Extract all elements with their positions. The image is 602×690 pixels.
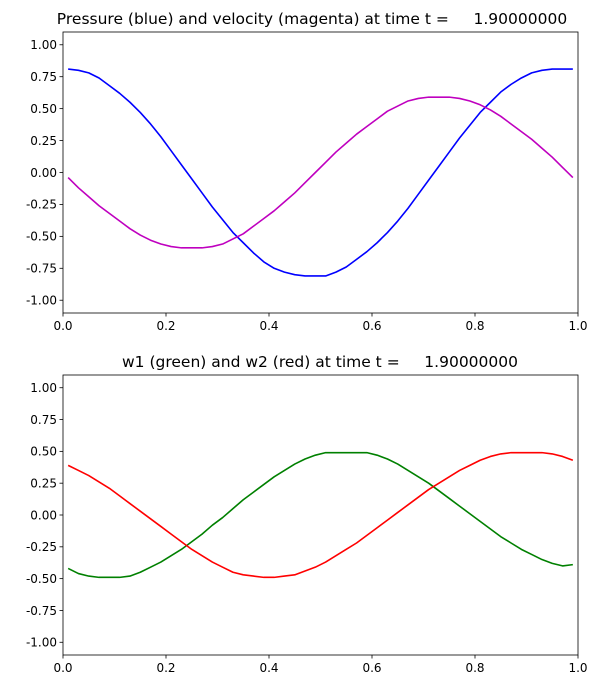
y-tick-label: -0.50 (26, 230, 57, 244)
x-tick-label: 0.0 (53, 661, 72, 675)
x-tick-label: 0.4 (259, 319, 278, 333)
y-tick-label: -1.00 (26, 294, 57, 308)
series-line-1 (67, 96, 574, 249)
y-tick-label: -0.75 (26, 604, 57, 618)
y-tick-label: 0.75 (30, 413, 57, 427)
x-tick-label: 0.8 (465, 661, 484, 675)
plot-frame (62, 374, 579, 656)
series-lines (67, 68, 574, 277)
x-tick-label: 0.6 (362, 661, 381, 675)
y-tick-label: 1.00 (30, 381, 57, 395)
y-tick-label: -1.00 (26, 636, 57, 650)
y-tick-label: 0.50 (30, 102, 57, 116)
chart-title: w1 (green) and w2 (red) at time t = 1.90… (122, 353, 518, 371)
series-line-1 (67, 451, 574, 579)
x-tick-label: 0.4 (259, 661, 278, 675)
x-tick-label: 0.2 (156, 661, 175, 675)
axis-ticks: 0.0 0.2 0.4 0.6 0.8 1.0 -1.00 -0.75 -0.50 -0.25 0.… (26, 381, 588, 675)
w1-w2-chart: w1 (green) and w2 (red) at time t = 1.90… (26, 353, 588, 675)
x-tick-label: 1.0 (568, 661, 587, 675)
y-tick-label: 0.75 (30, 70, 57, 84)
pressure-velocity-chart: Pressure (blue) and velocity (magenta) a… (26, 10, 588, 333)
x-tick-label: 0.6 (362, 319, 381, 333)
series-lines (67, 451, 574, 579)
x-tick-label: 0.0 (53, 319, 72, 333)
y-tick-label: 1.00 (30, 38, 57, 52)
y-tick-label: 0.00 (30, 508, 57, 522)
series-line-0 (68, 68, 573, 277)
y-tick-label: -0.25 (26, 198, 57, 212)
series-line-0 (67, 451, 573, 579)
y-tick-label: -0.75 (26, 262, 57, 276)
x-tick-label: 1.0 (568, 319, 587, 333)
y-tick-label: -0.25 (26, 540, 57, 554)
y-tick-label: -0.50 (26, 572, 57, 586)
x-tick-label: 0.8 (465, 319, 484, 333)
axis-ticks: 0.0 0.2 0.4 0.6 0.8 1.0 -1.00 -0.75 -0.50 -0.25 0.… (26, 38, 588, 333)
x-tick-label: 0.2 (156, 319, 175, 333)
y-tick-label: 0.25 (30, 134, 57, 148)
y-tick-label: 0.00 (30, 166, 57, 180)
y-tick-label: 0.25 (30, 476, 57, 490)
y-tick-label: 0.50 (30, 445, 57, 459)
chart-title: Pressure (blue) and velocity (magenta) a… (57, 10, 567, 28)
plot-frame (62, 31, 579, 314)
